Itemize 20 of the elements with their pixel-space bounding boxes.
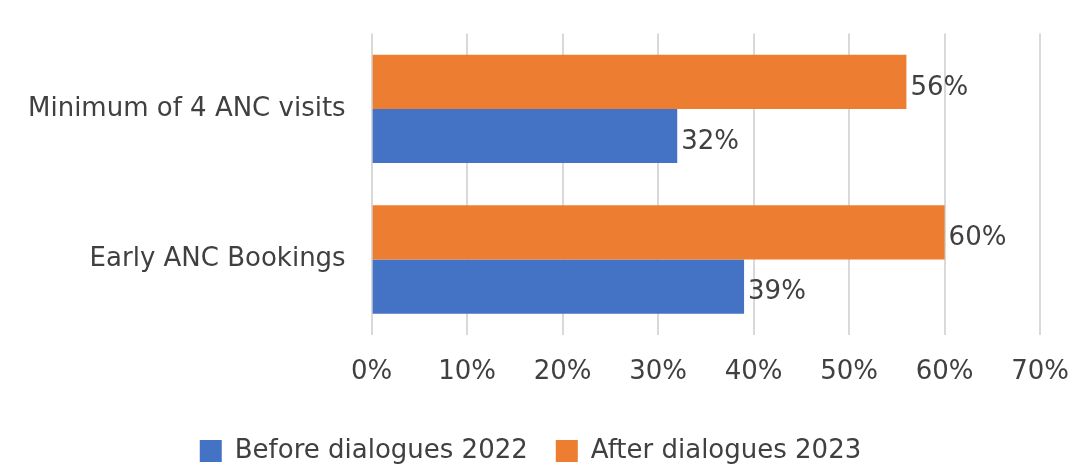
y-tick-label: Minimum of 4 ANC visits — [27, 91, 346, 122]
x-tick-label: 0% — [351, 355, 393, 386]
bar — [372, 205, 945, 260]
data-label: 39% — [748, 275, 806, 306]
x-tick-label: 30% — [629, 355, 688, 386]
legend-label: After dialogues 2023 — [590, 433, 862, 464]
data-label: 32% — [681, 124, 740, 155]
x-tick-label: 70% — [1011, 355, 1069, 386]
legend-label: Before dialogues 2022 — [234, 433, 528, 464]
x-tick-label: 50% — [820, 355, 879, 386]
bar — [372, 108, 678, 164]
y-tick-label: Early ANC Bookings — [89, 242, 346, 273]
x-tick-label: 60% — [915, 355, 974, 386]
bar — [372, 259, 745, 314]
x-tick-label: 40% — [724, 355, 783, 386]
x-tick-label: 10% — [438, 355, 497, 386]
bar — [372, 54, 907, 109]
x-tick-label: 20% — [533, 355, 592, 386]
data-label: 60% — [948, 221, 1007, 252]
data-label: 56% — [910, 70, 969, 101]
